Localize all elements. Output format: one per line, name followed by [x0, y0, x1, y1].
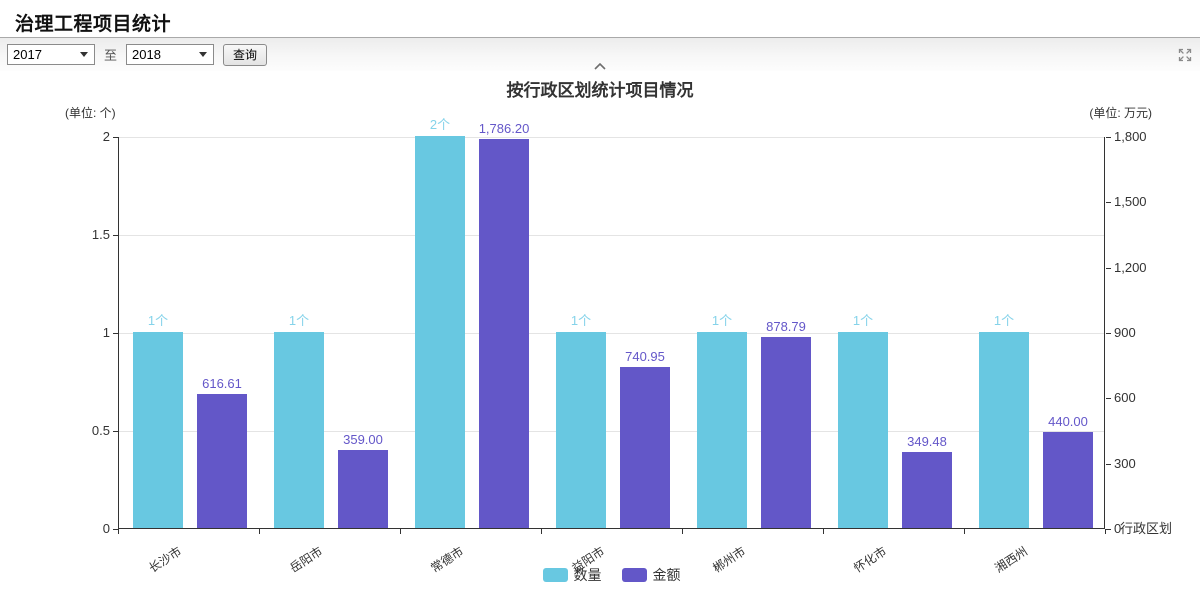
- left-axis-tick-label: 1.5: [91, 227, 110, 242]
- legend-label: 金额: [652, 567, 681, 583]
- bar-数量[interactable]: [838, 332, 888, 528]
- chevron-down-icon: [80, 52, 88, 57]
- right-axis-unit-label: (单位: 万元): [1089, 106, 1152, 120]
- collapse-caret-icon[interactable]: [594, 62, 606, 70]
- left-axis-tick-mark: [113, 529, 118, 530]
- x-axis-tick-mark: [118, 529, 119, 534]
- x-axis-name: 行政区划: [1120, 521, 1173, 536]
- bar-金额[interactable]: [197, 394, 247, 528]
- query-button[interactable]: 查询: [223, 43, 268, 66]
- bar-金额[interactable]: [902, 452, 952, 528]
- x-axis-tick-mark: [682, 529, 683, 534]
- toolbar: 2017 至 2018 查询: [0, 38, 1200, 71]
- bar-value-label: 1个: [711, 313, 733, 328]
- right-axis-tick-label: 1,500: [1114, 194, 1147, 209]
- chart-title: 按行政区划统计项目情况: [506, 81, 694, 100]
- year-to-select[interactable]: 2018: [126, 44, 215, 65]
- left-axis-tick-label: 0: [102, 521, 110, 536]
- right-axis-tick-label: 1,200: [1114, 260, 1147, 275]
- x-axis-tick-mark: [823, 529, 824, 534]
- right-axis-tick-mark: [1106, 268, 1111, 269]
- chart-area: 按行政区划统计项目情况 (单位: 个) (单位: 万元) 1个 616.61 1个 3…: [0, 71, 1200, 591]
- right-axis-tick-mark: [1106, 202, 1111, 203]
- legend-item-金额[interactable]: 金额: [621, 565, 681, 585]
- bar-value-label: 1个: [288, 313, 310, 328]
- bar-金额[interactable]: [620, 367, 670, 528]
- right-axis-tick-label: 900: [1114, 325, 1136, 340]
- chevron-down-icon: [199, 52, 208, 57]
- gridline: [119, 137, 1104, 138]
- bar-value-label: 740.95: [625, 349, 665, 364]
- bar-value-label: 440.00: [1048, 414, 1088, 429]
- page-header: 治理工程项目统计: [0, 0, 1200, 38]
- bar-数量[interactable]: [556, 332, 606, 528]
- year-from-select[interactable]: 2017: [7, 44, 95, 65]
- x-axis-tick-mark: [964, 529, 965, 534]
- bar-数量[interactable]: [274, 332, 324, 528]
- right-axis-tick-mark: [1106, 464, 1111, 465]
- bar-数量[interactable]: [979, 332, 1029, 528]
- left-axis-tick-label: 2: [102, 129, 110, 144]
- x-axis-tick-mark: [1105, 529, 1106, 534]
- legend-swatch: [621, 568, 647, 582]
- year-from-value: 2017: [13, 47, 42, 62]
- left-axis-tick-label: 0.5: [91, 423, 110, 438]
- bar-数量[interactable]: [697, 332, 747, 528]
- bar-value-label: 1个: [147, 313, 169, 328]
- bar-value-label: 1个: [993, 313, 1015, 328]
- right-axis-tick-label: 600: [1114, 390, 1136, 405]
- legend-label: 数量: [573, 567, 602, 583]
- bar-value-label: 1,786.20: [478, 121, 530, 136]
- fullscreen-icon[interactable]: [1177, 47, 1193, 63]
- bar-value-label: 616.61: [202, 376, 242, 391]
- bar-value-label: 1个: [570, 313, 592, 328]
- legend: 数量 金额: [118, 565, 1105, 585]
- x-axis-tick-mark: [541, 529, 542, 534]
- bar-金额[interactable]: [479, 139, 529, 528]
- left-axis-tick-mark: [113, 235, 118, 236]
- bar-value-label: 2个: [429, 117, 451, 132]
- left-axis-tick-mark: [113, 431, 118, 432]
- right-axis-tick-mark: [1106, 137, 1111, 138]
- bar-value-label: 1个: [852, 313, 874, 328]
- left-axis-unit-label: (单位: 个): [65, 106, 116, 120]
- right-axis-tick-mark: [1106, 529, 1111, 530]
- right-axis-tick-mark: [1106, 333, 1111, 334]
- right-axis-tick-label: 1,800: [1114, 129, 1147, 144]
- right-axis-tick-mark: [1106, 398, 1111, 399]
- gridline: [119, 431, 1104, 432]
- bar-value-label: 359.00: [343, 432, 383, 447]
- legend-item-数量[interactable]: 数量: [542, 565, 602, 585]
- bar-金额[interactable]: [1043, 432, 1093, 528]
- bar-数量[interactable]: [415, 136, 465, 528]
- plot-area: 1个 616.61 1个 359.00 2个 1,786.20 1个 740.95 1个 878.…: [118, 117, 1105, 529]
- bar-value-label: 878.79: [766, 319, 806, 334]
- x-axis-tick-mark: [400, 529, 401, 534]
- bar-数量[interactable]: [133, 332, 183, 528]
- x-axis-tick-mark: [259, 529, 260, 534]
- left-axis-tick-label: 1: [102, 325, 110, 340]
- left-axis-tick-mark: [113, 137, 118, 138]
- gridline: [119, 333, 1104, 334]
- right-axis-tick-label: 0: [1114, 521, 1122, 536]
- right-axis-tick-label: 300: [1114, 456, 1136, 471]
- bar-金额[interactable]: [338, 450, 388, 528]
- bar-value-label: 349.48: [907, 434, 947, 449]
- to-label: 至: [104, 48, 118, 63]
- year-to-value: 2018: [132, 47, 161, 62]
- left-axis-tick-mark: [113, 333, 118, 334]
- gridline: [119, 235, 1104, 236]
- page-title: 治理工程项目统计: [15, 14, 172, 35]
- bar-金额[interactable]: [761, 337, 811, 528]
- legend-swatch: [542, 568, 568, 582]
